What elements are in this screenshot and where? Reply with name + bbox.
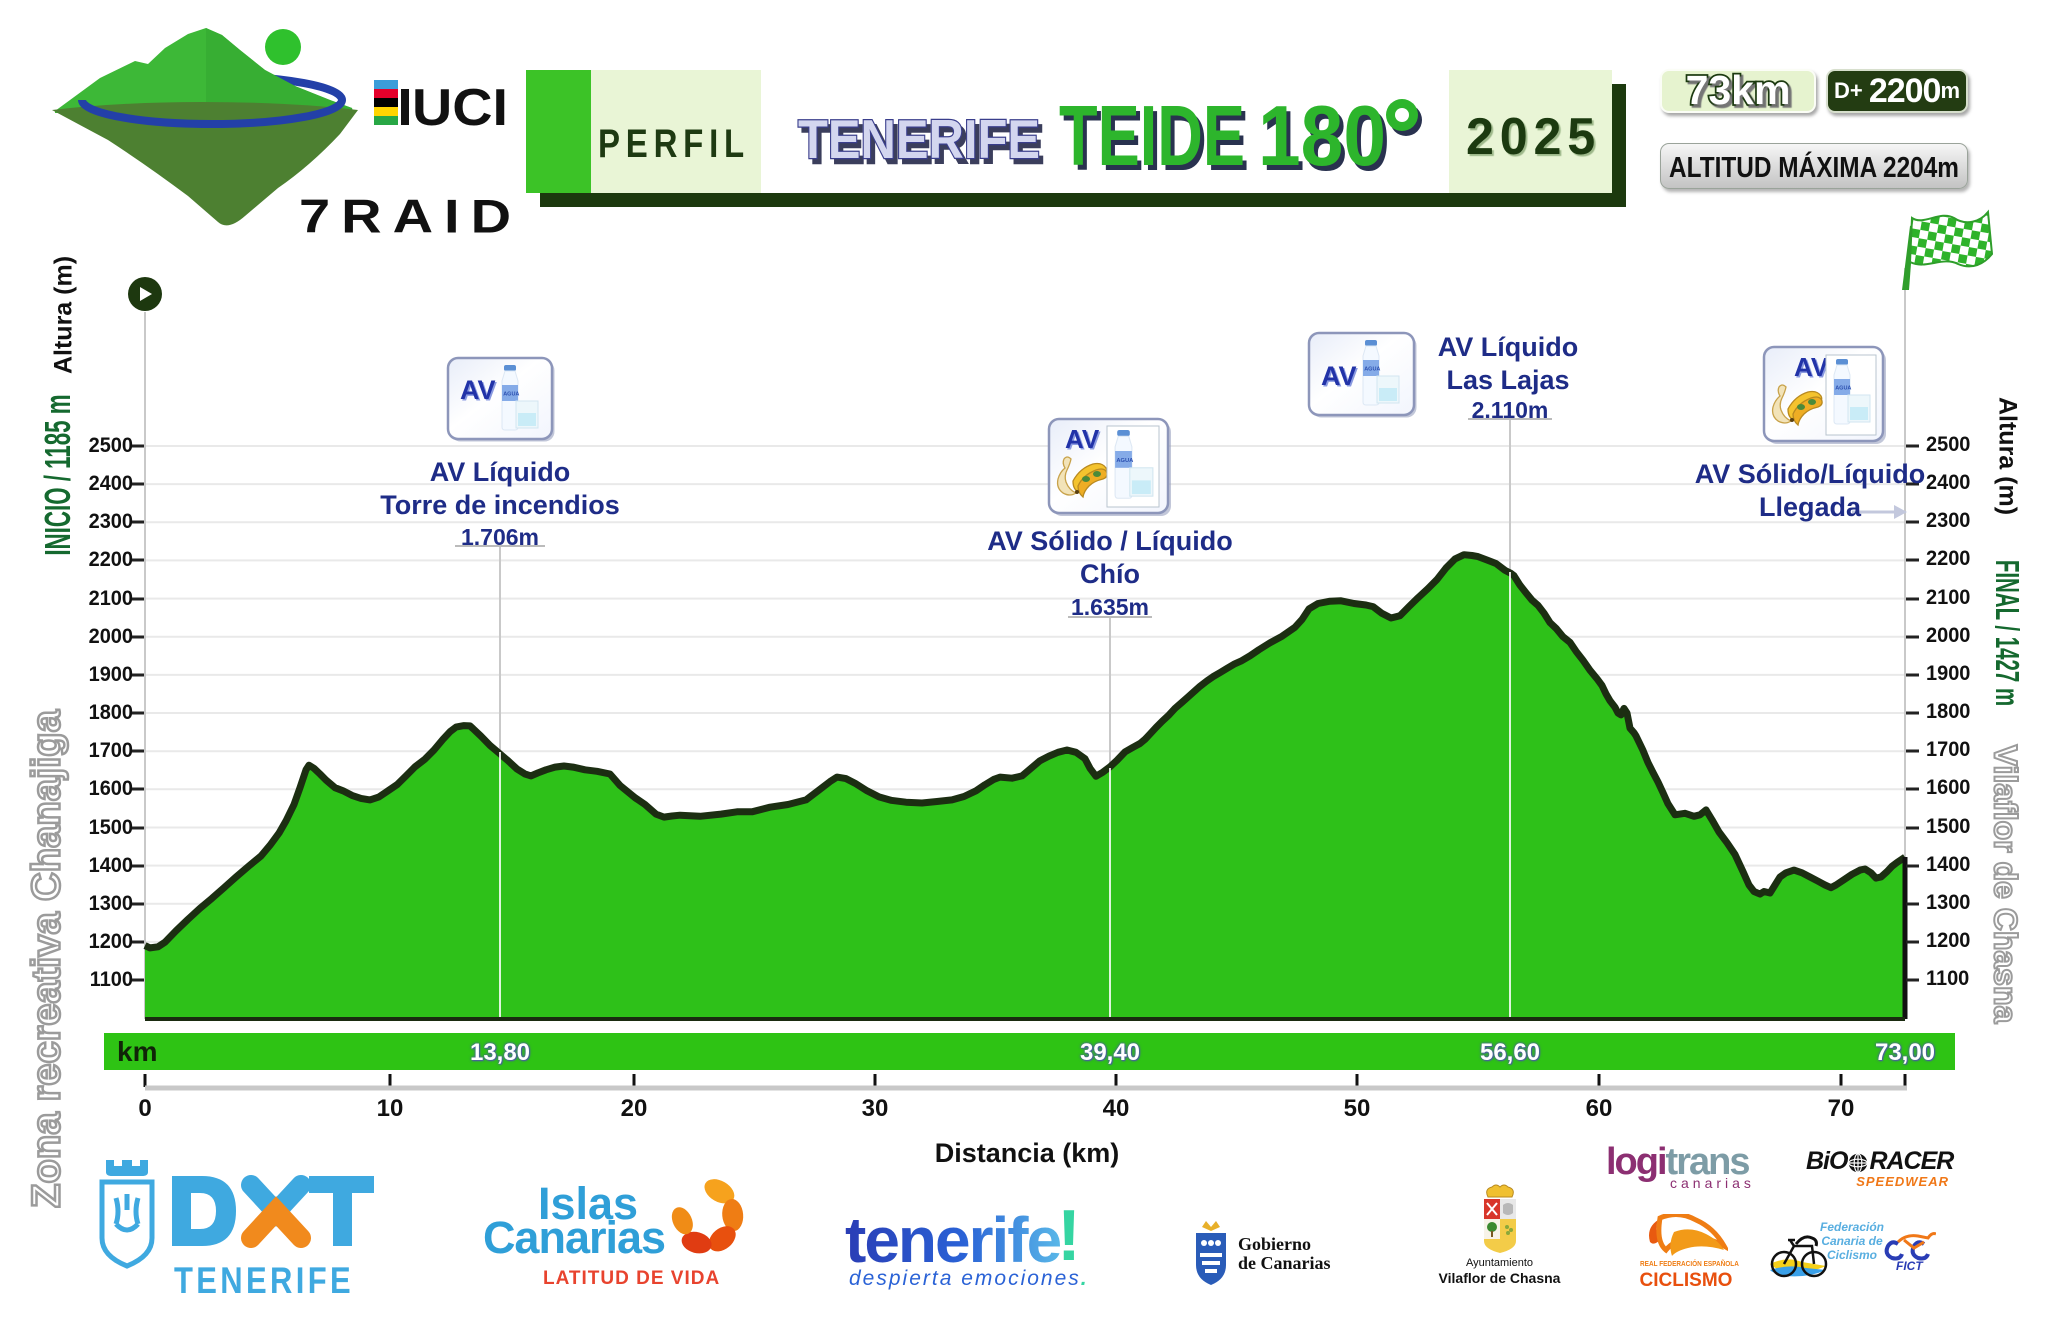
svg-text:FICT: FICT [1896,1259,1924,1272]
svg-text:ALTITUD MÁXIMA 2204m: ALTITUD MÁXIMA 2204m [1669,150,1959,184]
svg-text:AV: AV [460,375,496,405]
svg-text:PERFIL: PERFIL [598,122,750,166]
svg-text:AV: AV [1321,361,1357,391]
svg-text:UCI: UCI [412,79,508,130]
svg-text:TENERIFE: TENERIFE [798,108,1040,170]
svg-text:AV: AV [1794,352,1829,382]
svg-text:73km: 73km [1686,69,1791,113]
svg-text:180: 180 [1258,89,1386,184]
svg-text:2025: 2025 [1466,108,1601,166]
svg-text:TEIDE: TEIDE [1059,89,1245,184]
svg-text:TENERIFE: TENERIFE [174,1260,354,1301]
svg-text:AV: AV [1065,424,1100,454]
